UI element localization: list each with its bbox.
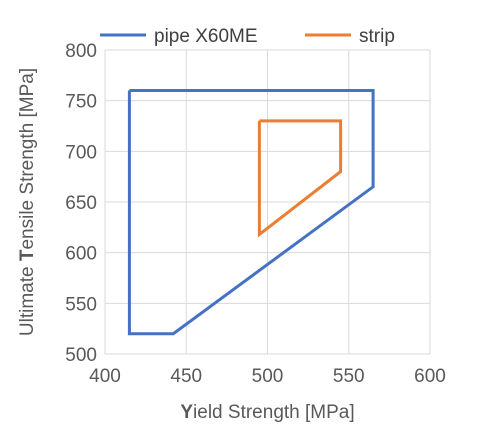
y-tick-label: 700: [65, 142, 97, 163]
y-tick-label: 750: [65, 92, 97, 113]
legend-label: pipe X60ME: [154, 26, 258, 47]
series-line-pipe-x60me: [127, 89, 375, 336]
x-axis-title-initial: Y: [180, 402, 193, 423]
axes: 500 550 600 650 700 750 800 400 450 500 550 600: [65, 41, 446, 387]
x-tick-label: 600: [414, 366, 446, 387]
series-layer: [127, 89, 375, 336]
y-axis-title: Ultimate Tensile Strength [MPa]: [17, 68, 38, 336]
y-tick-label: 650: [65, 193, 97, 214]
series-line-strip: [257, 119, 343, 238]
legend-label: strip: [359, 26, 395, 47]
y-axis-title-prefix: Ultimate: [17, 261, 38, 336]
y-axis-title-initial: T: [17, 249, 38, 261]
x-axis-title-rest: ield Strength [MPa]: [193, 402, 355, 423]
y-axis-title-rest: ensile Strength [MPa]: [17, 68, 38, 250]
grid: [104, 49, 431, 355]
x-tick-label: 400: [89, 366, 121, 387]
y-tick-label: 600: [65, 244, 97, 265]
y-tick-label: 800: [65, 41, 97, 62]
legend: pipe X60ME strip: [100, 26, 395, 47]
y-tick-label: 550: [65, 294, 97, 315]
x-tick-label: 500: [252, 366, 284, 387]
y-tick-label: 500: [65, 345, 97, 366]
x-tick-label: 550: [333, 366, 365, 387]
x-tick-label: 450: [170, 366, 202, 387]
x-axis-title: Yield Strength [MPa]: [180, 402, 354, 423]
